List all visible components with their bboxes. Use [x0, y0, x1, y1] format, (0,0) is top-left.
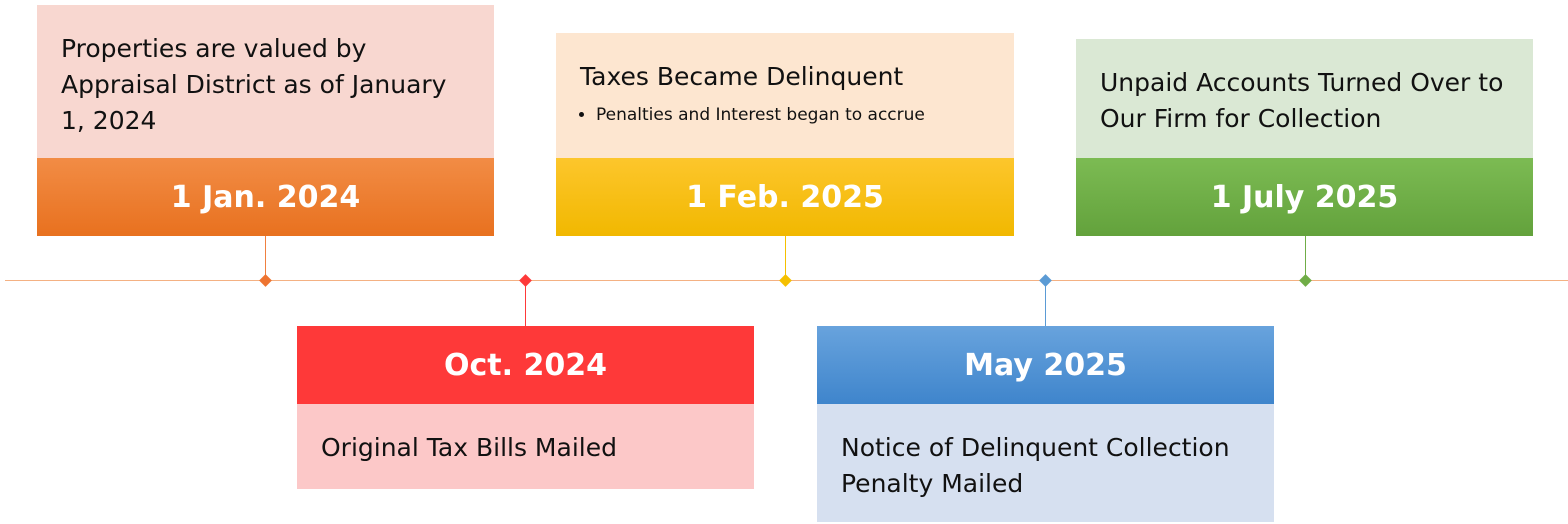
marker — [779, 274, 792, 287]
event-description: Taxes Became Delinquent — [580, 62, 904, 91]
marker — [519, 274, 532, 287]
connector — [265, 236, 266, 280]
connector — [785, 236, 786, 280]
connector — [1305, 236, 1306, 280]
event-date: May 2025 — [817, 326, 1274, 404]
event-date: 1 Jan. 2024 — [37, 158, 494, 236]
bullet-list: Penalties and Interest began to accrue — [580, 103, 990, 127]
event-description: Unpaid Accounts Turned Over to Our Firm … — [1076, 39, 1533, 158]
connector — [525, 280, 526, 326]
marker — [1299, 274, 1312, 287]
marker — [259, 274, 272, 287]
marker — [1039, 274, 1052, 287]
connector — [1045, 280, 1046, 326]
event-date: 1 July 2025 — [1076, 158, 1533, 236]
bullet: Penalties and Interest began to accrue — [596, 103, 990, 127]
event-description: Properties are valued by Appraisal Distr… — [37, 5, 494, 158]
event-date: Oct. 2024 — [297, 326, 754, 404]
event-description: Original Tax Bills Mailed — [297, 404, 754, 489]
event-date: 1 Feb. 2025 — [556, 158, 1014, 236]
event-description-box: Taxes Became Delinquent Penalties and In… — [556, 33, 1014, 158]
event-description: Notice of Delinquent Collection Penalty … — [817, 404, 1274, 522]
